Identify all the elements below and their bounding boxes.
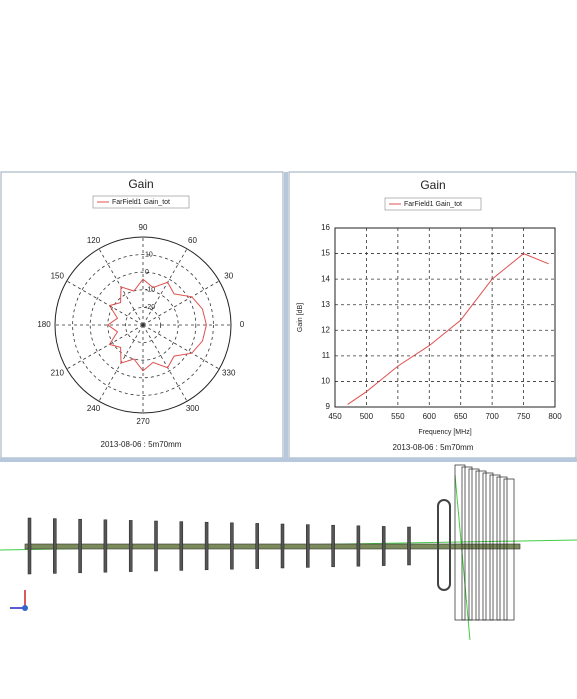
chart-title: Gain	[420, 178, 445, 192]
footer: 2013-08-06 : 5m70mm	[393, 443, 474, 452]
director	[27, 517, 32, 575]
y-tick-label: 10	[321, 377, 330, 386]
director	[78, 518, 82, 574]
angle-tick-label: 330	[222, 369, 236, 378]
r-tick-label: -20	[145, 304, 155, 311]
grid-ring	[72, 254, 214, 396]
angle-tick-label: 150	[51, 272, 65, 281]
y-axis-label: Gain [dB]	[297, 303, 304, 332]
x-axis-label: Frequency [MHz]	[418, 429, 471, 436]
director	[204, 521, 209, 571]
director	[407, 526, 411, 566]
director	[306, 524, 310, 568]
boom	[24, 543, 521, 550]
r-tick-label: 10	[145, 251, 153, 258]
reflector-plate	[503, 478, 515, 621]
angle-tick-label: 90	[139, 223, 148, 232]
legend-box	[384, 197, 482, 211]
y-tick-label: 15	[321, 249, 330, 258]
x-tick-label: 600	[423, 412, 437, 421]
x-tick-label: 750	[517, 412, 531, 421]
antenna-view	[0, 464, 577, 641]
angle-tick-label: 30	[224, 272, 233, 281]
director	[179, 521, 184, 571]
r-tick-label: 0	[145, 269, 149, 276]
driven-element	[437, 499, 451, 591]
grid-ring	[125, 306, 162, 343]
director	[230, 522, 234, 570]
reflector-plate	[482, 472, 494, 621]
angle-tick-label: 60	[188, 236, 197, 245]
angle-tick-label: 0	[240, 320, 245, 329]
reflector-plate	[461, 466, 473, 621]
angle-tick-label: 180	[37, 320, 51, 329]
splitter	[0, 458, 577, 462]
legend-label: FarField1 Gain_tot	[112, 199, 170, 206]
y-tick-label: 14	[321, 274, 330, 283]
grid-spoke	[142, 324, 188, 402]
angle-tick-label: 210	[51, 369, 65, 378]
director	[255, 523, 259, 569]
angle-tick-label: 120	[87, 236, 101, 245]
series-line	[347, 253, 549, 405]
reflector-plate	[496, 476, 508, 621]
x-tick-label: 800	[548, 412, 562, 421]
grid-spoke	[142, 324, 220, 370]
grid-spoke	[66, 280, 144, 326]
x-tick-label: 500	[360, 412, 374, 421]
director	[154, 520, 158, 572]
director	[280, 523, 285, 569]
x-tick-label: 650	[454, 412, 468, 421]
axis-origin	[22, 605, 28, 611]
grid-ring	[89, 271, 197, 379]
y-tick-label: 16	[321, 223, 330, 232]
splitter	[284, 172, 288, 460]
reflector-plate	[489, 474, 501, 621]
x-tick-label: 450	[328, 412, 342, 421]
x-tick-label: 550	[391, 412, 405, 421]
grid-spoke	[142, 248, 188, 326]
y-tick-label: 9	[326, 402, 331, 411]
legend-label: FarField1 Gain_tot	[404, 201, 462, 208]
axis-green	[454, 474, 471, 641]
right-panel	[288, 171, 577, 459]
director	[53, 518, 57, 574]
director	[381, 526, 386, 566]
y-tick-label: 12	[321, 325, 330, 334]
grid-spoke	[66, 324, 144, 370]
reflector-plate	[468, 468, 480, 621]
y-tick-label: 13	[321, 300, 330, 309]
left-panel	[0, 171, 284, 459]
angle-tick-label: 270	[136, 417, 150, 426]
director	[331, 524, 335, 568]
angle-tick-label: 300	[186, 404, 200, 413]
y-tick-label: 11	[322, 351, 331, 360]
grid-spoke	[142, 280, 220, 326]
director	[128, 520, 133, 572]
x-tick-label: 700	[485, 412, 499, 421]
r-tick-label: -10	[145, 287, 155, 294]
plot-frame	[334, 227, 556, 408]
chart-title: Gain	[128, 177, 153, 191]
director	[356, 525, 361, 567]
outer-ring	[54, 236, 232, 414]
legend-box	[92, 195, 190, 209]
angle-tick-label: 240	[87, 404, 101, 413]
gain-pattern	[106, 278, 207, 372]
footer: 2013-08-06 : 5m70mm	[101, 440, 182, 449]
reflector-plate	[454, 464, 466, 621]
reflector-plate	[475, 470, 487, 621]
director	[103, 519, 108, 573]
